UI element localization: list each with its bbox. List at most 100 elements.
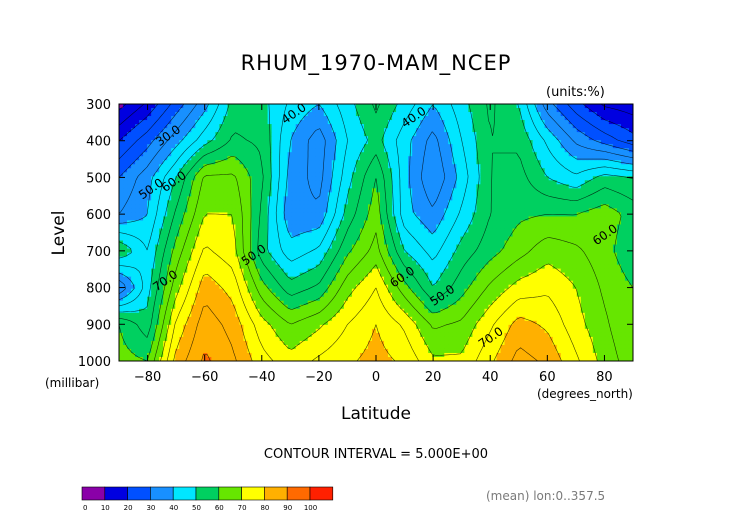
- contour-cell: [624, 116, 630, 121]
- contour-cell: [612, 244, 618, 250]
- contour-cell: [376, 220, 381, 226]
- contour-cell: [388, 180, 393, 185]
- contour-cell: [388, 140, 393, 145]
- contour-cell: [392, 136, 397, 141]
- contour-cell: [283, 184, 289, 189]
- contour-cell: [440, 140, 445, 145]
- contour-cell: [151, 192, 156, 197]
- contour-cell: [444, 216, 449, 222]
- contour-cell: [287, 140, 293, 145]
- contour-cell: [371, 232, 377, 238]
- contour-cell: [516, 252, 522, 258]
- contour-cell: [512, 160, 518, 165]
- contour-cell: [343, 144, 349, 149]
- contour-cell: [279, 244, 285, 250]
- contour-cell: [207, 140, 212, 145]
- contour-cell: [624, 124, 630, 129]
- contour-cell: [492, 236, 498, 242]
- contour-cell: [331, 224, 337, 230]
- contour-cell: [404, 116, 409, 121]
- contour-cell: [604, 116, 610, 121]
- contour-cell: [175, 192, 180, 197]
- contour-cell: [235, 172, 241, 177]
- contour-cell: [323, 228, 329, 234]
- contour-cell: [388, 144, 393, 149]
- contour-cell: [203, 160, 208, 165]
- contour-cell: [175, 236, 180, 242]
- contour-cell: [339, 168, 345, 173]
- contour-cell: [327, 240, 333, 246]
- contour-cell: [400, 244, 405, 250]
- contour-cell: [488, 252, 494, 258]
- contour-cell: [203, 144, 208, 149]
- contour-cell: [488, 164, 494, 169]
- contour-cell: [492, 256, 498, 262]
- contour-cell: [371, 220, 377, 226]
- contour-cell: [516, 120, 522, 125]
- contour-cell: [167, 216, 172, 222]
- contour-cell: [612, 132, 618, 137]
- contour-cell: [295, 204, 301, 210]
- contour-cell: [307, 176, 313, 181]
- contour-cell: [548, 192, 554, 197]
- contour-cell: [604, 256, 610, 262]
- contour-cell: [616, 104, 622, 109]
- contour-cell: [600, 108, 606, 113]
- contour-cell: [460, 208, 465, 214]
- contour-cell: [508, 240, 514, 246]
- contour-cell: [556, 148, 562, 153]
- contour-cell: [556, 244, 562, 250]
- contour-cell: [183, 164, 188, 169]
- contour-cell: [367, 244, 373, 250]
- contour-cell: [167, 124, 172, 129]
- contour-cell: [568, 152, 574, 157]
- contour-cell: [163, 136, 168, 141]
- contour-cell: [271, 144, 277, 149]
- contour-cell: [275, 216, 281, 222]
- contour-cell: [496, 108, 502, 113]
- contour-cell: [287, 244, 293, 250]
- contour-cell: [251, 180, 257, 185]
- contour-cell: [359, 192, 365, 197]
- contour-cell: [179, 248, 184, 254]
- contour-cell: [620, 212, 626, 218]
- contour-cell: [432, 128, 437, 133]
- contour-cell: [219, 228, 225, 234]
- contour-cell: [476, 116, 482, 121]
- contour-cell: [416, 248, 421, 254]
- contour-cell: [608, 232, 614, 238]
- contour-cell: [404, 156, 409, 161]
- contour-cell: [303, 196, 309, 201]
- contour-cell: [315, 136, 321, 141]
- contour-cell: [163, 196, 168, 201]
- contour-cell: [468, 160, 473, 165]
- contour-cell: [620, 116, 626, 121]
- contour-cell: [464, 132, 469, 137]
- contour-cell: [151, 124, 156, 129]
- contour-cell: [211, 212, 216, 218]
- contour-cell: [456, 240, 461, 246]
- contour-cell: [592, 172, 598, 177]
- contour-cell: [159, 252, 164, 258]
- contour-cell: [335, 248, 341, 254]
- contour-cell: [480, 148, 486, 153]
- contour-cell: [147, 168, 152, 173]
- contour-cell: [359, 112, 365, 117]
- contour-cell: [339, 164, 345, 169]
- contour-cell: [428, 160, 433, 165]
- contour-cell: [199, 188, 204, 193]
- contour-cell: [219, 164, 225, 169]
- contour-cell: [163, 248, 168, 254]
- contour-cell: [608, 228, 614, 234]
- contour-cell: [460, 120, 465, 125]
- contour-cell: [516, 112, 522, 117]
- contour-cell: [167, 196, 172, 201]
- contour-cell: [339, 128, 345, 133]
- contour-cell: [243, 228, 249, 234]
- contour-cell: [211, 152, 216, 157]
- contour-cell: [299, 184, 305, 189]
- contour-cell: [600, 208, 606, 214]
- contour-cell: [119, 140, 124, 145]
- contour-cell: [155, 232, 160, 238]
- contour-cell: [155, 144, 160, 149]
